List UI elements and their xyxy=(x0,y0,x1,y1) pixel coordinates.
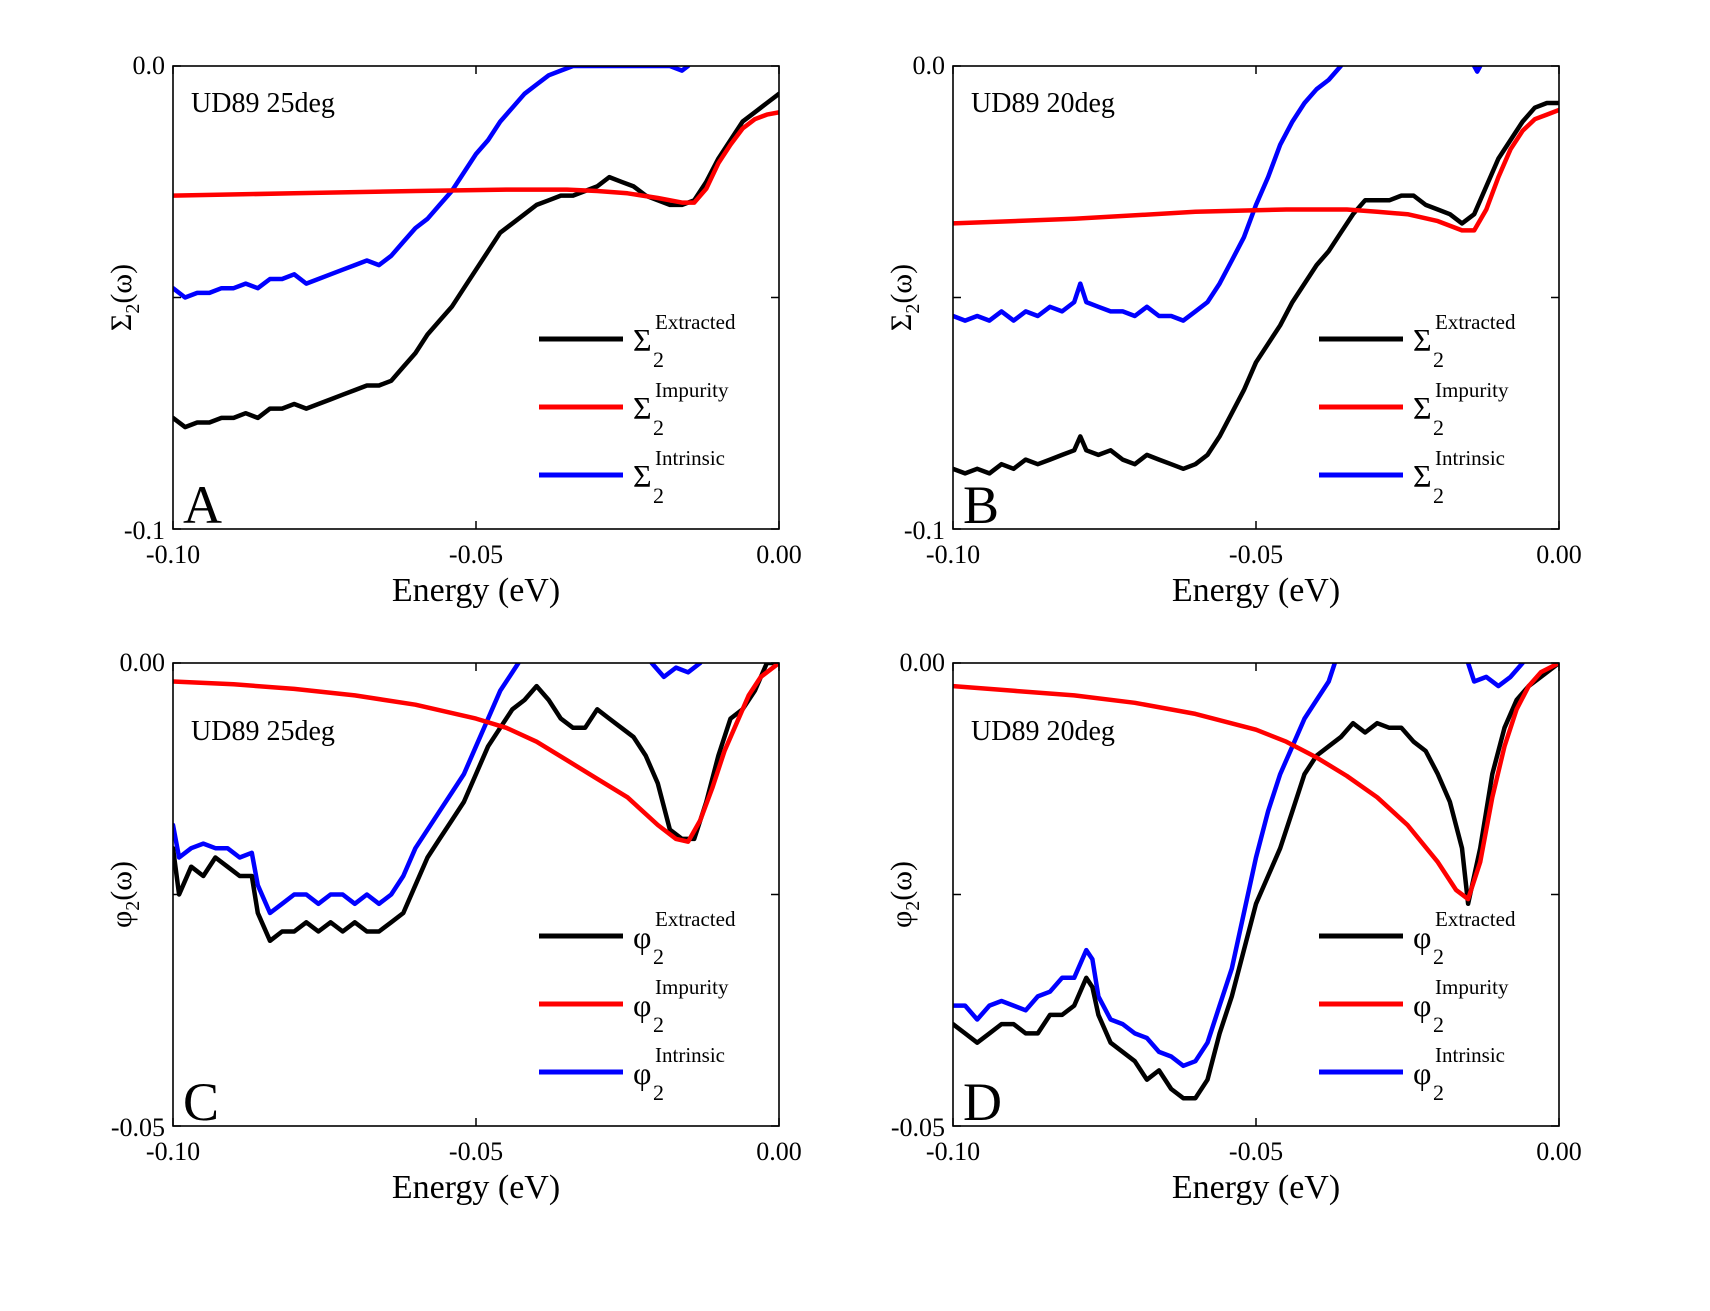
legend-symbol: φ xyxy=(633,987,651,1023)
legend-symbol: φ xyxy=(1413,987,1431,1023)
panel-annotation: UD89 25deg xyxy=(191,88,335,119)
panel-b: -0.10 -0.05 0.00 0.0 -0.1 Energy (eV) Σ2(ω) UD8… xyxy=(885,51,1582,609)
legend-subscript: 2 xyxy=(1433,944,1444,969)
legend-symbol: Σ xyxy=(1413,390,1432,426)
series-line-intrinsic-right xyxy=(1465,663,1525,689)
legend-subscript: 2 xyxy=(653,1080,664,1105)
legend-subscript: 2 xyxy=(653,483,664,508)
series-line-extracted xyxy=(173,663,779,944)
legend-symbol: φ xyxy=(633,1055,651,1091)
series-line-impurity xyxy=(953,107,1559,233)
x-axis-title: Energy (eV) xyxy=(392,572,560,609)
y-axis-title: φ2(ω) xyxy=(105,861,144,928)
y-tick-label: -0.1 xyxy=(904,516,945,545)
series-line-extracted xyxy=(953,100,1559,476)
legend-subscript: 2 xyxy=(1433,1012,1444,1037)
y-axis-title: φ2(ω) xyxy=(885,861,924,928)
legend-label-impurity: Impurity xyxy=(1435,975,1509,999)
legend-symbol: Σ xyxy=(633,322,652,358)
x-tick-label: 0.00 xyxy=(1536,1137,1582,1166)
panel-letter: C xyxy=(183,1072,219,1132)
y-tick-label: -0.1 xyxy=(124,516,165,545)
series-line-extracted xyxy=(173,91,779,430)
panel-annotation: UD89 25deg xyxy=(191,716,335,747)
legend-label-impurity: Impurity xyxy=(655,378,729,402)
y-tick-label: -0.05 xyxy=(111,1113,165,1142)
legend-symbol: Σ xyxy=(633,390,652,426)
series-line-intrinsic xyxy=(953,66,1344,323)
y-tick-label: 0.0 xyxy=(913,51,946,80)
panel-letter: D xyxy=(963,1072,1002,1132)
series-line-extracted xyxy=(953,663,1559,1101)
legend-label-intrinsic: Intrinsic xyxy=(1435,446,1505,470)
legend-symbol: Σ xyxy=(1413,458,1432,494)
legend-label-impurity: Impurity xyxy=(655,975,729,999)
series-group xyxy=(953,663,1559,1101)
legend-symbol: φ xyxy=(633,919,651,955)
legend-label-extracted: Extracted xyxy=(655,907,736,931)
legend-symbol: Σ xyxy=(633,458,652,494)
y-axis-title: Σ2(ω) xyxy=(885,264,924,331)
x-tick-label: -0.10 xyxy=(146,1137,200,1166)
x-tick-label: -0.05 xyxy=(1229,1137,1283,1166)
series-line-impurity xyxy=(953,663,1559,902)
series-group xyxy=(173,66,779,430)
series-line-intrinsic xyxy=(953,663,1338,1069)
legend-subscript: 2 xyxy=(653,347,664,372)
series-line-intrinsic xyxy=(173,66,691,300)
legend-label-intrinsic: Intrinsic xyxy=(655,1043,725,1067)
series-line-intrinsic-right xyxy=(1471,66,1483,74)
x-tick-label: -0.05 xyxy=(1229,540,1283,569)
y-tick-label: 0.0 xyxy=(133,51,166,80)
legend-label-extracted: Extracted xyxy=(655,310,736,334)
legend-subscript: 2 xyxy=(653,415,664,440)
x-tick-label: -0.10 xyxy=(926,540,980,569)
legend-symbol: φ xyxy=(1413,1055,1431,1091)
legend-label-intrinsic: Intrinsic xyxy=(655,446,725,470)
x-axis-title: Energy (eV) xyxy=(392,1169,560,1206)
x-tick-label: -0.05 xyxy=(449,540,503,569)
legend-label-intrinsic: Intrinsic xyxy=(1435,1043,1505,1067)
series-line-impurity xyxy=(173,110,779,205)
series-group xyxy=(953,66,1559,476)
x-axis-title: Energy (eV) xyxy=(1172,1169,1340,1206)
legend-subscript: 2 xyxy=(1433,483,1444,508)
panel-letter: B xyxy=(963,475,999,535)
x-tick-label: 0.00 xyxy=(756,540,802,569)
legend-symbol: Σ xyxy=(1413,322,1432,358)
legend-label-extracted: Extracted xyxy=(1435,907,1516,931)
legend-label-impurity: Impurity xyxy=(1435,378,1509,402)
y-tick-label: 0.00 xyxy=(120,648,166,677)
panel-letter: A xyxy=(183,475,222,535)
series-group xyxy=(173,663,779,944)
series-line-intrinsic-right xyxy=(649,663,703,680)
legend-symbol: φ xyxy=(1413,919,1431,955)
legend-subscript: 2 xyxy=(1433,1080,1444,1105)
x-tick-label: -0.05 xyxy=(449,1137,503,1166)
x-tick-label: -0.10 xyxy=(146,540,200,569)
legend-subscript: 2 xyxy=(653,1012,664,1037)
y-axis-title: Σ2(ω) xyxy=(105,264,144,331)
legend-subscript: 2 xyxy=(1433,415,1444,440)
y-tick-label: -0.05 xyxy=(891,1113,945,1142)
panel-annotation: UD89 20deg xyxy=(971,88,1115,119)
series-line-impurity xyxy=(173,663,779,844)
x-axis-title: Energy (eV) xyxy=(1172,572,1340,609)
x-tick-label: 0.00 xyxy=(756,1137,802,1166)
series-line-intrinsic xyxy=(173,663,521,916)
y-tick-label: 0.00 xyxy=(900,648,946,677)
panel-annotation: UD89 20deg xyxy=(971,716,1115,747)
x-tick-label: 0.00 xyxy=(1536,540,1582,569)
legend-subscript: 2 xyxy=(1433,347,1444,372)
legend-subscript: 2 xyxy=(653,944,664,969)
x-tick-label: -0.10 xyxy=(926,1137,980,1166)
panel-a: -0.10 -0.05 0.00 0.0 -0.1 Energy (eV) Σ2(ω) UD8… xyxy=(105,51,802,609)
legend-label-extracted: Extracted xyxy=(1435,310,1516,334)
